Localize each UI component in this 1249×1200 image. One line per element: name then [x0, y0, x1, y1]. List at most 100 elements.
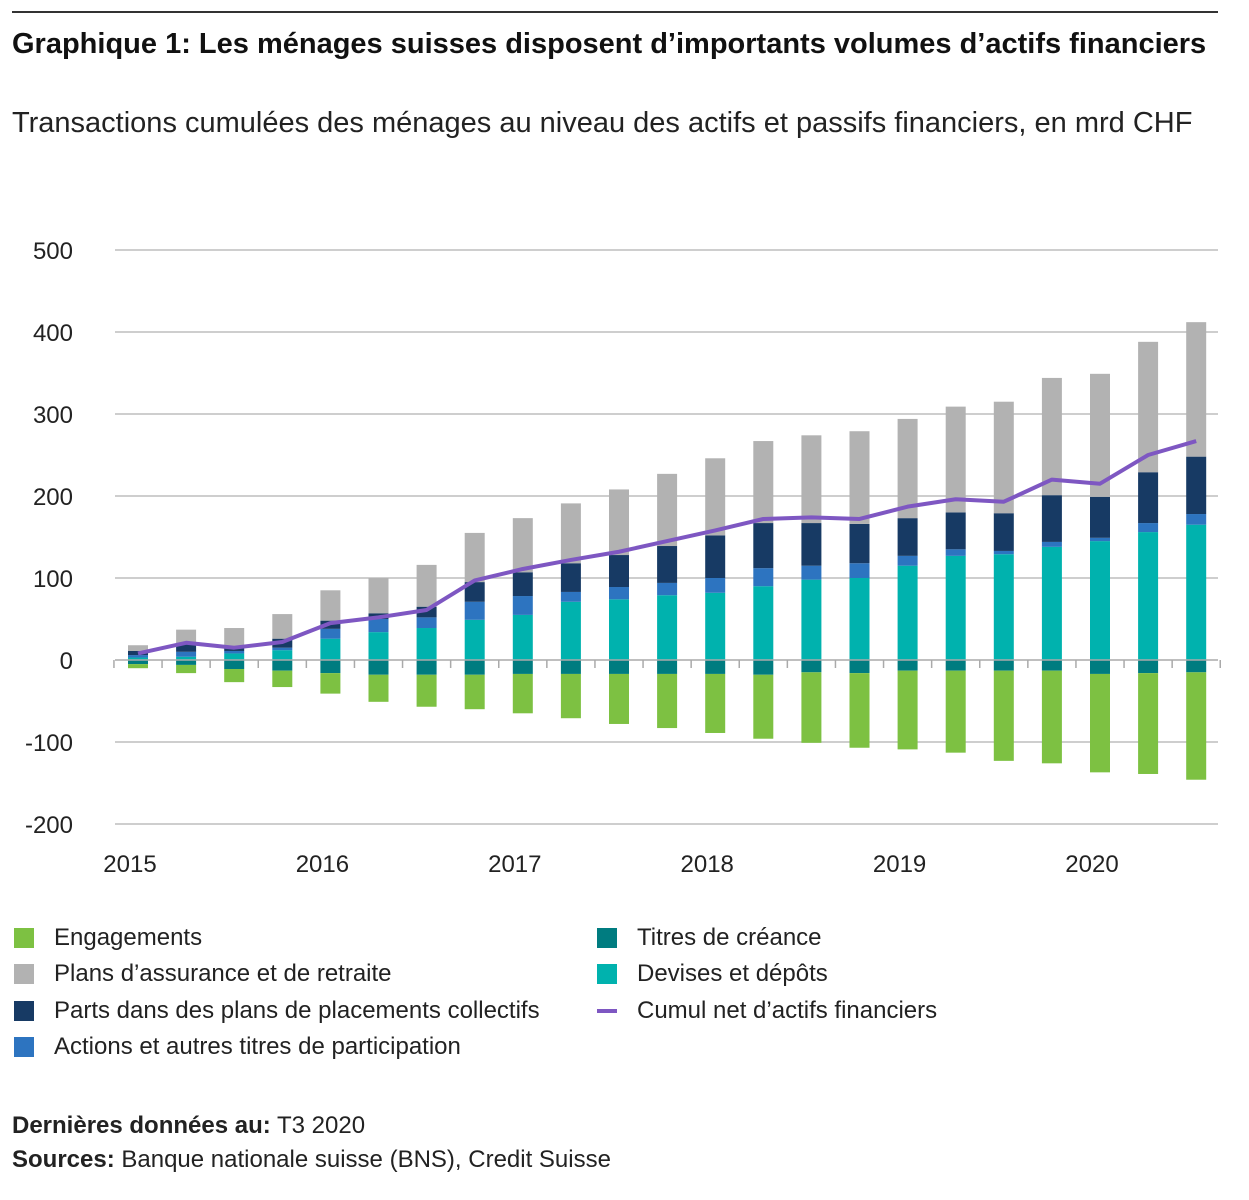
bar-segment [1138, 532, 1159, 660]
bar-segment [993, 401, 1014, 514]
bar-segment [753, 523, 774, 569]
bar-segment [1041, 377, 1062, 496]
bar-segment [801, 565, 822, 580]
legend-swatch [597, 928, 617, 948]
bar-segment [176, 642, 197, 652]
legend-item-devises-depots: Devises et dépôts [597, 958, 828, 990]
bar-segment [512, 660, 533, 674]
legend-swatch [14, 928, 34, 948]
bar-segment [368, 578, 389, 614]
chart-subtitle: Transactions cumulées des ménages au niv… [12, 107, 1193, 139]
y-tick-label: -100 [25, 730, 73, 757]
bar-segment [1138, 341, 1159, 473]
bar-segment [945, 549, 966, 556]
legend-item-titres-creance: Titres de créance [597, 922, 822, 954]
legend-item-engagements: Engagements [14, 922, 202, 954]
bar-segment [801, 579, 822, 660]
bar-segment [1138, 673, 1159, 774]
y-tick-label: 200 [33, 484, 73, 511]
bar-segment [512, 596, 533, 615]
bar-segment [945, 512, 966, 550]
bar-segment [897, 660, 918, 671]
bar-segment [1090, 541, 1110, 660]
bar-segment [609, 673, 629, 724]
bar-segment [560, 503, 581, 564]
bar-segment [176, 660, 197, 665]
chart-canvas: 500 400 300 200 100 0 -100 -200 2015 2016 2017 2018… [25, 238, 1221, 878]
bar-segment [320, 660, 341, 674]
bar-segment [1186, 456, 1207, 515]
bar-segment [1186, 524, 1207, 660]
bar-segment [705, 673, 726, 733]
bar-segment [897, 418, 918, 519]
bar-segment [753, 660, 774, 675]
bar-segment [320, 673, 341, 694]
bar-segment [849, 673, 870, 748]
x-tick-label: 2017 [488, 851, 541, 878]
bar-segment [272, 670, 293, 688]
bar-segment [512, 518, 533, 573]
x-tick-label: 2015 [103, 851, 156, 878]
y-tick-label: 0 [60, 648, 73, 675]
bar-segment [1090, 373, 1110, 497]
bar-segment [368, 619, 389, 633]
bar-segment [1138, 472, 1159, 524]
bar-segment [224, 669, 245, 683]
bar-segment [416, 617, 437, 629]
y-tick-label: 500 [33, 238, 73, 265]
bar-segment [849, 523, 870, 564]
bar-segment [464, 582, 485, 602]
bar-segment [705, 592, 726, 660]
bar-segment [1041, 660, 1062, 671]
bar-segment [657, 660, 678, 674]
bar-segment [1090, 660, 1110, 674]
bar-segment [512, 572, 533, 597]
legend-swatch [597, 1009, 617, 1013]
bar-segment [705, 578, 726, 593]
bar-segment [416, 674, 437, 707]
bar-segment [224, 653, 245, 660]
x-tick-label: 2020 [1065, 851, 1118, 878]
bar-segment [705, 458, 726, 536]
footer-sources: Sources: Banque nationale suisse (BNS), … [12, 1146, 611, 1174]
bar-segment [993, 513, 1014, 551]
bar-segment [320, 590, 341, 621]
legend-item-plans-assurance: Plans d’assurance et de retraite [14, 958, 392, 990]
bar-segment [560, 660, 581, 674]
bar-segment [897, 565, 918, 660]
legend-swatch [14, 1037, 34, 1057]
bar-segment [753, 568, 774, 587]
bar-segment [272, 614, 293, 639]
bar-segment [1186, 514, 1207, 525]
bar-segment [849, 578, 870, 660]
bar-segment [320, 628, 341, 639]
bar-segment [560, 563, 581, 592]
bar-segment [657, 473, 678, 547]
bar-segment [464, 532, 485, 583]
bar-segment [801, 435, 822, 524]
bar-segment [128, 660, 148, 665]
bar-segment [849, 431, 870, 524]
bar-segment [897, 670, 918, 750]
bar-segment [224, 628, 245, 647]
bar-segment [368, 632, 389, 660]
bar-segment [945, 555, 966, 660]
bar-segment [897, 555, 918, 566]
bar-segment [512, 614, 533, 660]
bar-segment [560, 673, 581, 719]
bar-segment [993, 554, 1014, 660]
bar-segment [464, 619, 485, 660]
bar-segment [993, 670, 1014, 761]
bar-segment [416, 606, 437, 618]
bar-segment [849, 563, 870, 578]
bar-segment [368, 660, 389, 675]
top-rule [12, 11, 1218, 13]
bar-segment [464, 660, 485, 675]
bar-segment [801, 672, 822, 743]
legend-swatch [14, 1001, 34, 1021]
bar-segment [1041, 541, 1062, 547]
bar-segment [128, 655, 148, 658]
bar-segment [1186, 672, 1207, 780]
footer-last-data: Dernières données au: T3 2020 [12, 1112, 365, 1140]
bar-segment [801, 523, 822, 566]
